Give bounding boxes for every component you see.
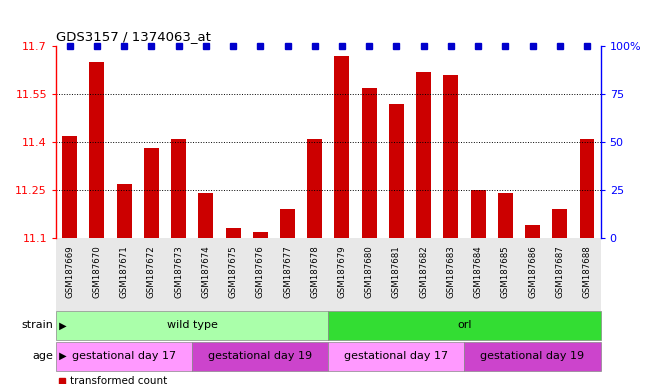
Bar <box>552 209 567 238</box>
Text: gestational day 19: gestational day 19 <box>208 351 312 361</box>
Bar <box>525 225 540 238</box>
Text: wild type: wild type <box>167 320 218 331</box>
Bar <box>56 342 192 371</box>
Bar <box>444 75 458 238</box>
Bar <box>335 56 349 238</box>
Bar <box>389 104 404 238</box>
Bar <box>171 139 186 238</box>
Text: GDS3157 / 1374063_at: GDS3157 / 1374063_at <box>56 30 211 43</box>
Bar <box>579 139 595 238</box>
Bar <box>329 311 601 340</box>
Bar <box>280 209 295 238</box>
Bar <box>56 311 329 340</box>
Text: strain: strain <box>21 320 53 331</box>
Bar <box>498 193 513 238</box>
Text: ▶: ▶ <box>56 320 67 331</box>
Text: ▶: ▶ <box>56 351 67 361</box>
Bar <box>62 136 77 238</box>
Bar <box>329 342 465 371</box>
Bar <box>192 342 329 371</box>
Text: age: age <box>32 351 53 361</box>
Text: orl: orl <box>457 320 472 331</box>
Text: gestational day 19: gestational day 19 <box>480 351 585 361</box>
Bar <box>471 190 486 238</box>
Bar <box>144 149 159 238</box>
Bar <box>117 184 131 238</box>
Text: gestational day 17: gestational day 17 <box>345 351 449 361</box>
Bar <box>308 139 322 238</box>
Text: gestational day 17: gestational day 17 <box>72 351 176 361</box>
Bar <box>362 88 377 238</box>
Text: transformed count: transformed count <box>70 376 167 384</box>
Bar <box>465 342 601 371</box>
Bar <box>416 72 431 238</box>
Bar <box>226 228 240 238</box>
Bar <box>253 232 268 238</box>
Bar <box>199 193 213 238</box>
Bar <box>90 62 104 238</box>
